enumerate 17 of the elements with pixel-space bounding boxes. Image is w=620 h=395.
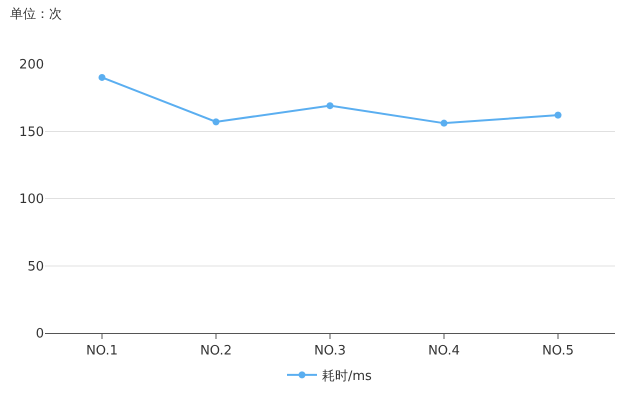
x-tick-label: NO.5 [542, 344, 574, 359]
point [554, 112, 562, 119]
y-tick-label: 200 [19, 58, 44, 73]
y-tick-label: 100 [19, 192, 44, 208]
point [326, 102, 334, 110]
legend-label: 耗时/ms [322, 368, 372, 384]
y-tick-label: 50 [27, 259, 44, 274]
point [440, 120, 448, 127]
y-tick-label: 150 [19, 124, 44, 140]
x-tick-label: NO.3 [314, 344, 346, 359]
point [98, 74, 106, 81]
x-tick-label: NO.4 [428, 344, 460, 359]
x-tick-label: NO.1 [86, 344, 118, 359]
y-tick-label: 0 [36, 326, 44, 342]
point [212, 118, 220, 126]
x-tick-label: NO.2 [200, 344, 232, 359]
y-axis-title: 单位：次 [10, 7, 62, 22]
